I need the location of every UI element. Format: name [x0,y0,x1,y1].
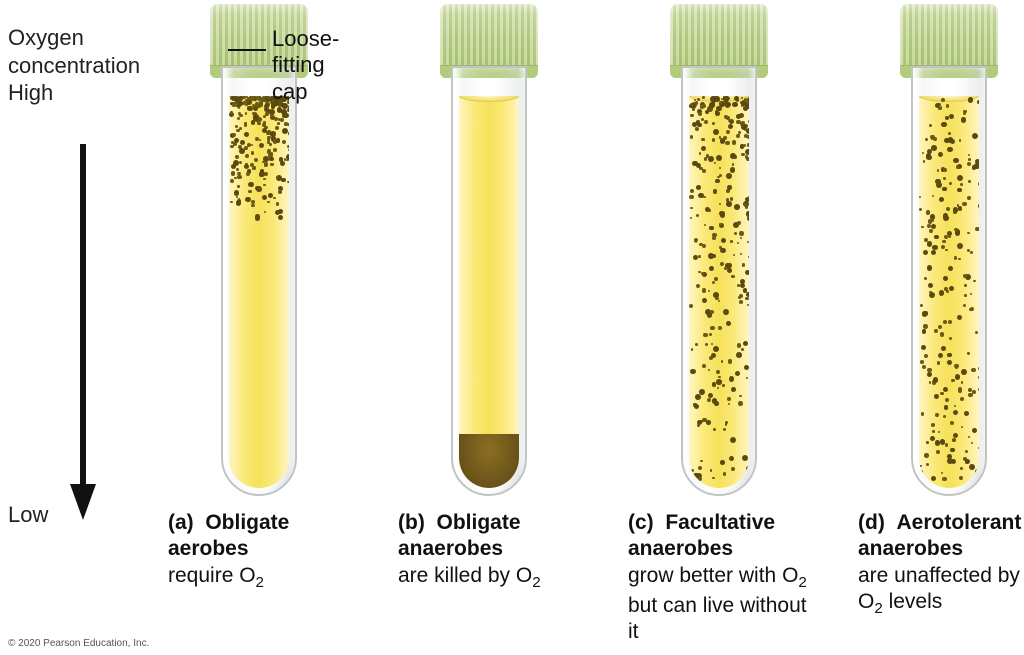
cap-leader-label: Loose- fitting cap [272,26,339,105]
caption-tag: (a) [168,511,194,534]
axis-label-line1: Oxygen [8,25,84,50]
tube-liquid [229,96,289,488]
tube-liquid [459,96,519,488]
tube-glass [681,66,757,496]
bacteria-dots [689,96,749,488]
axis-high: High [8,80,53,105]
axis-arrow-icon [68,144,98,524]
tube-liquid [689,96,749,488]
axis-label-oxygen: Oxygen concentration High [8,24,158,107]
leader-line1: Loose- [272,26,339,51]
oxygen-axis: Oxygen concentration High Low [8,24,158,107]
tube-caption: (c) Facultative anaerobesgrow better wit… [624,510,814,645]
tube-column: (c) Facultative anaerobesgrow better wit… [624,0,814,645]
bacteria-dots [229,96,289,488]
caption-desc: require O2 [168,564,264,587]
bacteria-dots [919,96,979,488]
tube-glass [911,66,987,496]
test-tube [889,4,1009,504]
caption-desc: are unaffected by O2 levels [858,564,1020,613]
test-tube [659,4,779,504]
axis-label-line2: concentration [8,53,140,78]
copyright-text: © 2020 Pearson Education, Inc. [8,638,149,649]
leader-line3: cap [272,79,307,104]
tube-caption: (b) Obligate anaerobesare killed by O2 [394,510,584,593]
bacteria-dots [459,96,519,488]
test-tube [429,4,549,504]
caption-tag: (c) [628,511,654,534]
tube-liquid [919,96,979,488]
caption-tag: (b) [398,511,425,534]
tube-column: (d) Aerotolerant anaerobesare unaffected… [854,0,1024,645]
tube-caption: (a) Obligate aerobesrequire O2 [164,510,354,593]
tube-glass [221,66,297,496]
caption-desc: grow better with O2 but can live without… [628,564,807,643]
caption-tag: (d) [858,511,885,534]
tube-caption: (d) Aerotolerant anaerobesare unaffected… [854,510,1024,619]
leader-line2: fitting [272,52,325,77]
tube-glass [451,66,527,496]
axis-low: Low [8,502,48,528]
tube-column: (b) Obligate anaerobesare killed by O2 [394,0,584,645]
caption-desc: are killed by O2 [398,564,541,587]
